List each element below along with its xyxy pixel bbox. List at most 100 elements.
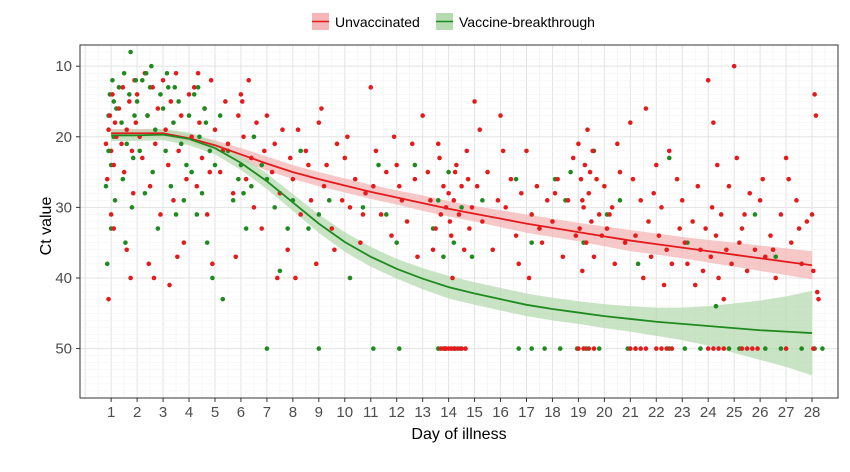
data-point-unvaccinated <box>329 226 335 231</box>
data-point-unvaccinated <box>744 268 750 274</box>
data-point-vaccine-breakthrough <box>542 346 547 351</box>
data-point-vaccine-breakthrough <box>713 303 719 309</box>
x-tick-label: 18 <box>544 404 561 421</box>
data-point-vaccine-breakthrough <box>133 78 139 83</box>
data-point-unvaccinated <box>809 212 815 217</box>
data-point-unvaccinated <box>716 346 721 351</box>
data-point-unvaccinated <box>155 106 161 111</box>
data-point-unvaccinated <box>653 346 659 351</box>
x-tick-label: 25 <box>726 404 743 421</box>
x-tick-label: 2 <box>133 404 141 421</box>
data-point-vaccine-breakthrough <box>103 183 109 189</box>
data-point-unvaccinated <box>718 212 724 217</box>
data-point-unvaccinated <box>111 162 117 168</box>
legend-label-unvaccinated: Unvaccinated <box>335 14 420 30</box>
data-point-unvaccinated <box>175 254 180 260</box>
data-point-unvaccinated <box>537 226 542 231</box>
x-axis-title: Day of illness <box>411 426 506 443</box>
data-point-unvaccinated <box>552 190 558 196</box>
data-point-unvaccinated <box>352 176 358 182</box>
data-point-unvaccinated <box>469 205 475 210</box>
data-point-unvaccinated <box>106 127 111 133</box>
data-point-unvaccinated <box>709 205 715 210</box>
data-point-unvaccinated <box>129 148 135 154</box>
data-point-unvaccinated <box>755 346 760 351</box>
data-point-unvaccinated <box>130 190 136 196</box>
data-point-unvaccinated <box>796 226 802 231</box>
data-point-unvaccinated <box>435 141 441 147</box>
y-axis-ticks: 10 20 30 40 50 <box>55 58 80 358</box>
data-point-unvaccinated <box>648 254 654 260</box>
data-point-unvaccinated <box>573 233 579 238</box>
data-point-unvaccinated <box>251 205 257 210</box>
data-point-unvaccinated <box>195 70 201 76</box>
data-point-unvaccinated <box>669 346 675 351</box>
data-point-unvaccinated <box>396 183 402 189</box>
fit-lines <box>111 132 813 334</box>
data-point-unvaccinated <box>656 233 662 238</box>
data-point-vaccine-breakthrough <box>137 148 143 154</box>
data-point-unvaccinated <box>152 141 158 147</box>
data-point-unvaccinated <box>750 346 755 351</box>
data-point-vaccine-breakthrough <box>446 169 451 175</box>
data-point-unvaccinated <box>124 247 130 253</box>
data-point-unvaccinated <box>217 169 223 175</box>
data-point-vaccine-breakthrough <box>376 162 381 168</box>
data-point-vaccine-breakthrough <box>264 346 270 351</box>
x-tick-label: 7 <box>263 404 271 421</box>
x-tick-label: 9 <box>315 404 323 421</box>
data-point-unvaccinated <box>178 113 184 118</box>
data-point-unvaccinated <box>186 92 192 97</box>
data-point-vaccine-breakthrough <box>202 106 207 111</box>
data-point-vaccine-breakthrough <box>195 85 201 90</box>
x-tick-label: 19 <box>570 404 587 421</box>
data-point-unvaccinated <box>744 346 750 351</box>
data-point-vaccine-breakthrough <box>316 212 322 217</box>
data-point-unvaccinated <box>726 183 732 189</box>
data-point-unvaccinated <box>420 113 425 118</box>
data-point-vaccine-breakthrough <box>272 205 277 210</box>
x-tick-label: 10 <box>336 404 353 421</box>
data-point-unvaccinated <box>430 247 436 253</box>
data-point-unvaccinated <box>368 85 374 90</box>
data-point-vaccine-breakthrough <box>143 70 149 76</box>
x-tick-label: 21 <box>622 404 639 421</box>
data-point-unvaccinated <box>452 169 458 175</box>
data-point-unvaccinated <box>490 247 496 253</box>
data-point-unvaccinated <box>332 247 337 253</box>
data-point-vaccine-breakthrough <box>480 198 485 203</box>
data-point-unvaccinated <box>480 219 485 224</box>
data-point-unvaccinated <box>238 92 244 97</box>
legend: Unvaccinated Vaccine-breakthrough <box>312 13 595 30</box>
data-point-unvaccinated <box>752 247 758 253</box>
x-tick-label: 22 <box>648 404 665 421</box>
data-point-unvaccinated <box>576 141 581 147</box>
data-point-vaccine-breakthrough <box>106 148 111 154</box>
data-point-vaccine-breakthrough <box>149 63 154 69</box>
data-point-unvaccinated <box>321 183 327 189</box>
x-tick-label: 4 <box>185 404 193 421</box>
data-point-unvaccinated <box>716 275 721 281</box>
x-tick-label: 5 <box>211 404 219 421</box>
data-point-vaccine-breakthrough <box>236 176 241 182</box>
data-point-unvaccinated <box>358 240 363 245</box>
data-point-unvaccinated <box>254 120 259 125</box>
data-point-unvaccinated <box>783 155 789 161</box>
data-point-unvaccinated <box>580 198 585 203</box>
plot-border <box>79 44 839 399</box>
data-point-unvaccinated <box>264 113 270 118</box>
data-point-unvaccinated <box>241 134 246 140</box>
x-axis-ticks: 1 2 3 4 5 6 7 8 9 10 11 12 13 14 15 16 17 18 19 20 21 22 23 24 2… <box>107 398 820 421</box>
data-point-unvaccinated <box>565 198 571 203</box>
data-point-unvaccinated <box>477 127 483 133</box>
data-point-vaccine-breakthrough <box>207 148 213 154</box>
data-point-unvaccinated <box>287 155 293 161</box>
data-point-unvaccinated <box>788 240 794 245</box>
data-point-unvaccinated <box>577 226 583 231</box>
data-point-unvaccinated <box>714 162 720 168</box>
data-point-unvaccinated <box>814 289 820 295</box>
legend-label-vaccine-breakthrough: Vaccine-breakthrough <box>459 14 595 30</box>
data-point-unvaccinated <box>112 120 118 125</box>
data-point-unvaccinated <box>615 141 620 147</box>
data-point-unvaccinated <box>760 176 766 182</box>
